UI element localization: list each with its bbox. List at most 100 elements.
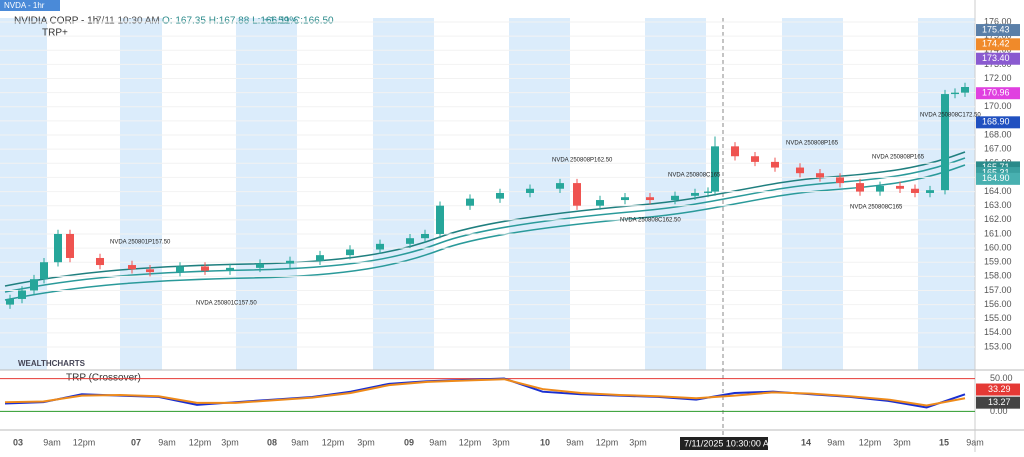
y-tick-label: 176.00 [984,16,1012,26]
candle-body [926,190,934,193]
y-tick-label: 158.00 [984,271,1012,281]
price-badge [976,116,1020,129]
indicator-badge-label: 13.27 [988,397,1011,407]
candle-body [704,191,712,193]
candle-body [596,200,604,206]
candle-body [496,192,504,199]
header-change: +1.59% [264,16,298,27]
y-tick-label: 163.00 [984,200,1012,210]
option-annotation: NVDA 250808P162.50 [552,158,613,164]
price-badge [976,172,1020,185]
header-time: 7/11 10:30 AM [96,16,160,27]
y-tick-label: 162.00 [984,214,1012,224]
y-tick-label: 167.00 [984,144,1012,154]
price-badge-label: 168.90 [982,117,1010,127]
x-tick-label: 3pm [221,437,239,447]
indicator-label: TRP+ [42,28,68,39]
x-tick-label: 9am [158,437,176,447]
option-annotation: NVDA 250808P165 [786,141,839,147]
x-tick-label: 09 [404,437,414,447]
indicator-line [4,378,966,407]
candle-body [406,238,414,244]
x-tick-label: 03 [13,437,23,447]
x-tick-label: 9am [429,437,447,447]
candle-body [346,249,354,256]
indicator-tick-label: 50.00 [990,373,1013,383]
header-ohlc: O: 167.35 H:167.88 L:166.11 C:166.50 [162,16,334,27]
symbol-tab-label[interactable]: NVDA - 1hr [4,1,45,10]
y-tick-label: 157.00 [984,285,1012,295]
option-annotation: NVDA 250808C172.50 [920,113,981,119]
x-tick-label: 07 [131,437,141,447]
y-tick-label: 161.00 [984,228,1012,238]
candle-body [436,205,444,234]
x-tick-label: 3pm [629,437,647,447]
x-tick-label: 9am [966,437,984,447]
candle-body [951,92,959,95]
price-badge-label: 173.40 [982,53,1010,63]
candle-body [816,173,824,178]
option-annotation: NVDA 250801C157.50 [196,301,257,307]
candle-body [836,177,844,184]
candle-body [176,266,184,273]
candle-body [671,195,679,201]
price-badge-label: 174.42 [982,39,1010,49]
candle-body [201,266,209,271]
candle-body [40,262,48,280]
price-badge [976,87,1020,100]
y-tick-label: 164.00 [984,186,1012,196]
indicator-badge [976,396,1020,409]
candle-body [771,161,779,168]
price-badge-label: 170.96 [982,88,1010,98]
candle-body [573,183,581,206]
candle-body [731,146,739,157]
candle-body [256,263,264,268]
price-badge [976,38,1020,51]
candle-body [856,183,864,192]
candle-body [376,243,384,250]
x-tick-label: 12pm [322,437,345,447]
x-tick-label: 9am [291,437,309,447]
price-badge-label: 165.71 [982,162,1010,172]
candle-body [941,94,949,191]
candle-body [18,290,26,299]
y-tick-label: 170.00 [984,101,1012,111]
indicator-badge [976,383,1020,396]
y-tick-label: 159.00 [984,257,1012,267]
x-tick-label: 3pm [492,437,510,447]
header-title: NVIDIA CORP - 1h [14,16,98,27]
x-tick-label: 12pm [189,437,212,447]
price-badge-label: 164.90 [982,173,1010,183]
price-badge [976,52,1020,65]
candle-body [796,167,804,174]
candle-body [876,185,884,192]
candle-body [711,146,719,192]
candle-body [526,188,534,193]
x-tick-label: 12pm [73,437,96,447]
symbol-tab[interactable] [0,0,60,11]
candle-body [128,265,136,270]
x-tick-label: 12pm [596,437,619,447]
candle-body [146,269,154,273]
candle-body [466,198,474,206]
watermark: WEALTHCHARTS [18,359,86,368]
x-tick-label: 14 [801,437,811,447]
x-tick-label: 9am [827,437,845,447]
option-annotation: NVDA 250808C165 [850,205,903,211]
candle-body [54,233,62,263]
option-annotation: NVDA 250808C162.50 [620,218,681,224]
indicator-line [4,377,966,409]
y-tick-label: 153.00 [984,341,1012,351]
crosshair-box [680,437,768,450]
y-tick-label: 154.00 [984,327,1012,337]
y-tick-label: 168.00 [984,129,1012,139]
x-tick-label: 08 [267,437,277,447]
indicator-badge-label: 33.29 [988,384,1011,394]
candle-body [421,233,429,239]
candle-body [961,87,969,93]
x-tick-label: 9am [566,437,584,447]
x-tick-label: 12pm [459,437,482,447]
candle-body [896,185,904,189]
option-annotation: NVDA 250808C165 [668,173,721,179]
